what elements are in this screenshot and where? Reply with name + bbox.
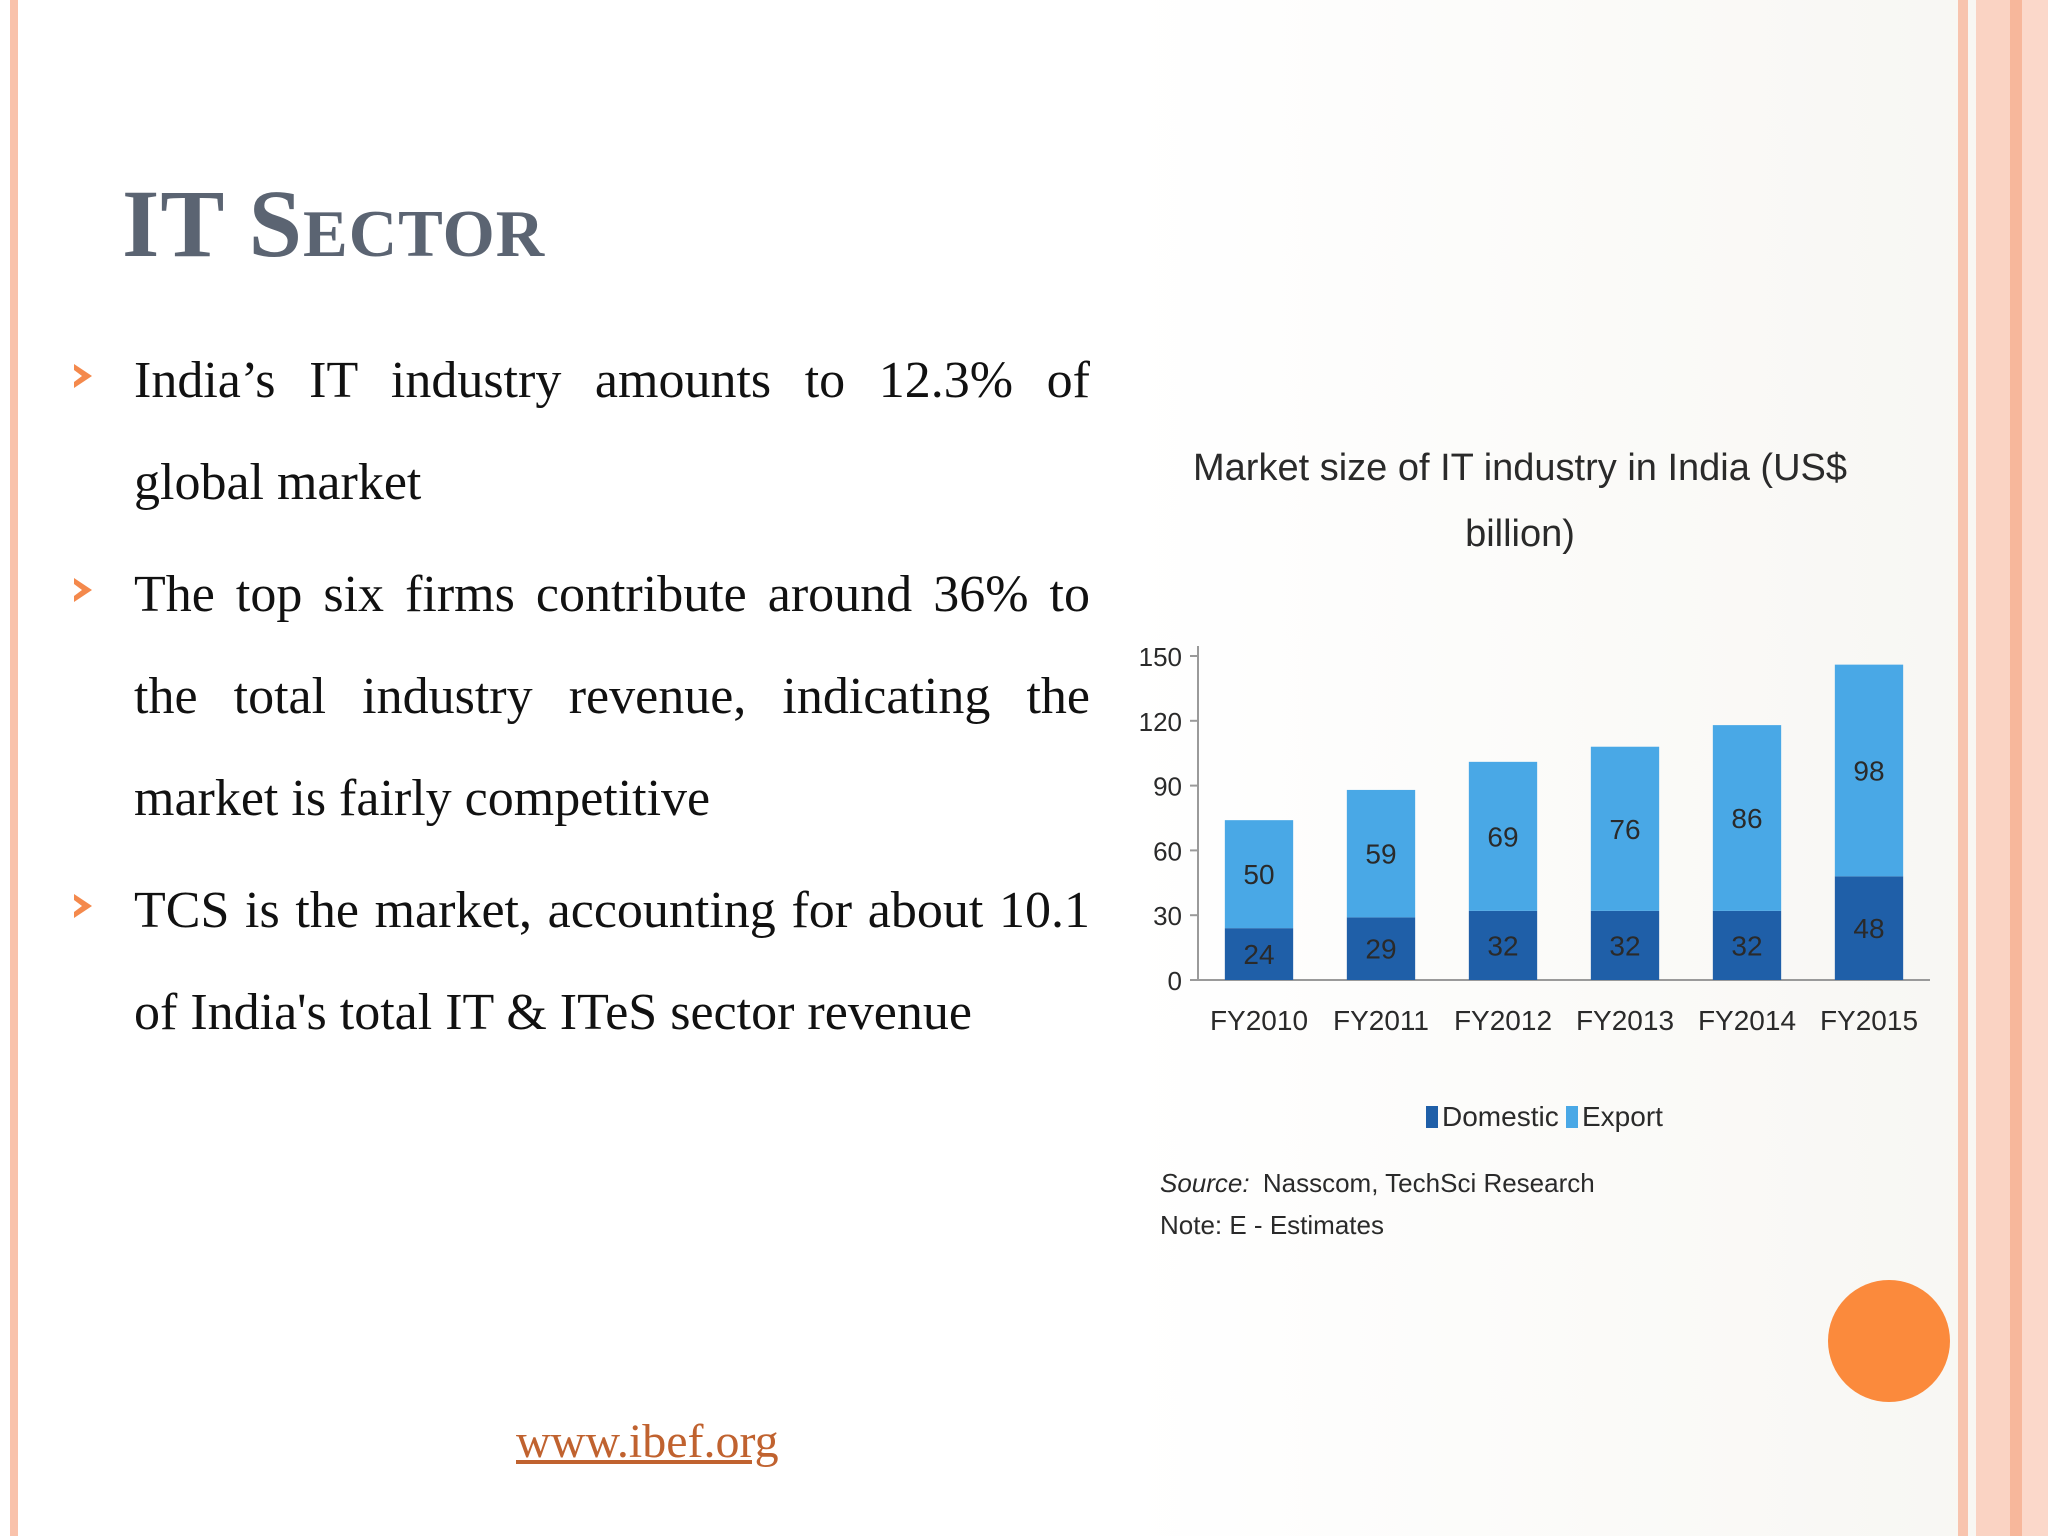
legend-label: Export [1582, 1101, 1663, 1132]
bullet-text: The top six firms contribute around 36% … [134, 566, 1090, 827]
bar-value-label: 32 [1731, 930, 1762, 961]
bar-export [1590, 746, 1660, 911]
bullet-item: TCS is the market, accounting for about … [66, 860, 1090, 1064]
right-border-stripe [2010, 0, 2022, 1536]
bar-value-label: 32 [1487, 930, 1518, 961]
bar-domestic [1468, 910, 1538, 980]
bar-domestic [1712, 910, 1782, 980]
decorative-circle [1828, 1280, 1950, 1402]
x-tick-label: FY2013 [1576, 1005, 1674, 1036]
right-border-stripe [1976, 0, 2010, 1536]
bar-domestic [1346, 917, 1416, 980]
bullet-text: TCS is the market, accounting for about … [134, 882, 1090, 1041]
bullet-arrow-icon [74, 894, 92, 918]
market-size-chart: Market size of IT industry in India (US$… [1130, 440, 1950, 1260]
chart-title-line1: Market size of IT industry in India (US$ [1193, 447, 1847, 489]
x-tick-label: FY2015 [1820, 1005, 1918, 1036]
bullet-item: India’s IT industry amounts to 12.3% of … [66, 330, 1090, 534]
right-border-stripe [2022, 0, 2048, 1536]
bar-value-label: 48 [1853, 913, 1884, 944]
bullet-text: India’s IT industry amounts to 12.3% of … [134, 352, 1090, 511]
bar-export [1224, 820, 1294, 929]
x-tick-label: FY2012 [1454, 1005, 1552, 1036]
chart-title-line2: billion) [1465, 513, 1575, 555]
y-tick-label: 120 [1139, 707, 1182, 737]
bar-value-label: 86 [1731, 803, 1762, 834]
x-tick-label: FY2014 [1698, 1005, 1796, 1036]
bullet-item: The top six firms contribute around 36% … [66, 544, 1090, 850]
bar-domestic [1834, 876, 1904, 980]
bar-export [1468, 761, 1538, 911]
y-tick-label: 30 [1153, 901, 1182, 931]
bar-value-label: 98 [1853, 755, 1884, 786]
bar-value-label: 59 [1365, 839, 1396, 870]
left-border-decoration [10, 0, 18, 1536]
bar-export [1346, 789, 1416, 918]
chart-svg: Market size of IT industry in India (US$… [1139, 447, 1930, 1240]
bullet-arrow-icon [74, 578, 92, 602]
y-tick-label: 90 [1153, 772, 1182, 802]
chart-source-label: Source: [1160, 1168, 1250, 1198]
legend-swatch [1426, 1106, 1438, 1128]
bar-domestic [1224, 928, 1294, 980]
bar-domestic [1590, 910, 1660, 980]
bar-value-label: 32 [1609, 930, 1640, 961]
bar-value-label: 29 [1365, 934, 1396, 965]
bar-value-label: 69 [1487, 821, 1518, 852]
y-tick-label: 60 [1153, 836, 1182, 866]
y-tick-label: 0 [1168, 966, 1182, 996]
slide-title: IT Sector [122, 170, 546, 277]
ibef-link[interactable]: www.ibef.org [516, 1415, 779, 1468]
chart-note: Note: E - Estimates [1160, 1210, 1384, 1240]
chart-source-text: Nasscom, TechSci Research [1263, 1168, 1595, 1198]
legend-swatch [1566, 1106, 1578, 1128]
bar-value-label: 76 [1609, 814, 1640, 845]
bar-value-label: 24 [1243, 939, 1274, 970]
right-border-stripe [1958, 0, 1968, 1536]
bullet-arrow-icon [74, 364, 92, 388]
bar-value-label: 50 [1243, 859, 1274, 890]
chart-source: Source: Nasscom, TechSci Research [1160, 1168, 1595, 1198]
bullet-list: India’s IT industry amounts to 12.3% of … [66, 330, 1090, 1074]
x-tick-label: FY2011 [1333, 1005, 1429, 1036]
legend-label: Domestic [1442, 1101, 1559, 1132]
bar-export [1712, 725, 1782, 911]
x-tick-label: FY2010 [1210, 1005, 1308, 1036]
y-tick-label: 150 [1139, 642, 1182, 672]
bar-export [1834, 664, 1904, 877]
